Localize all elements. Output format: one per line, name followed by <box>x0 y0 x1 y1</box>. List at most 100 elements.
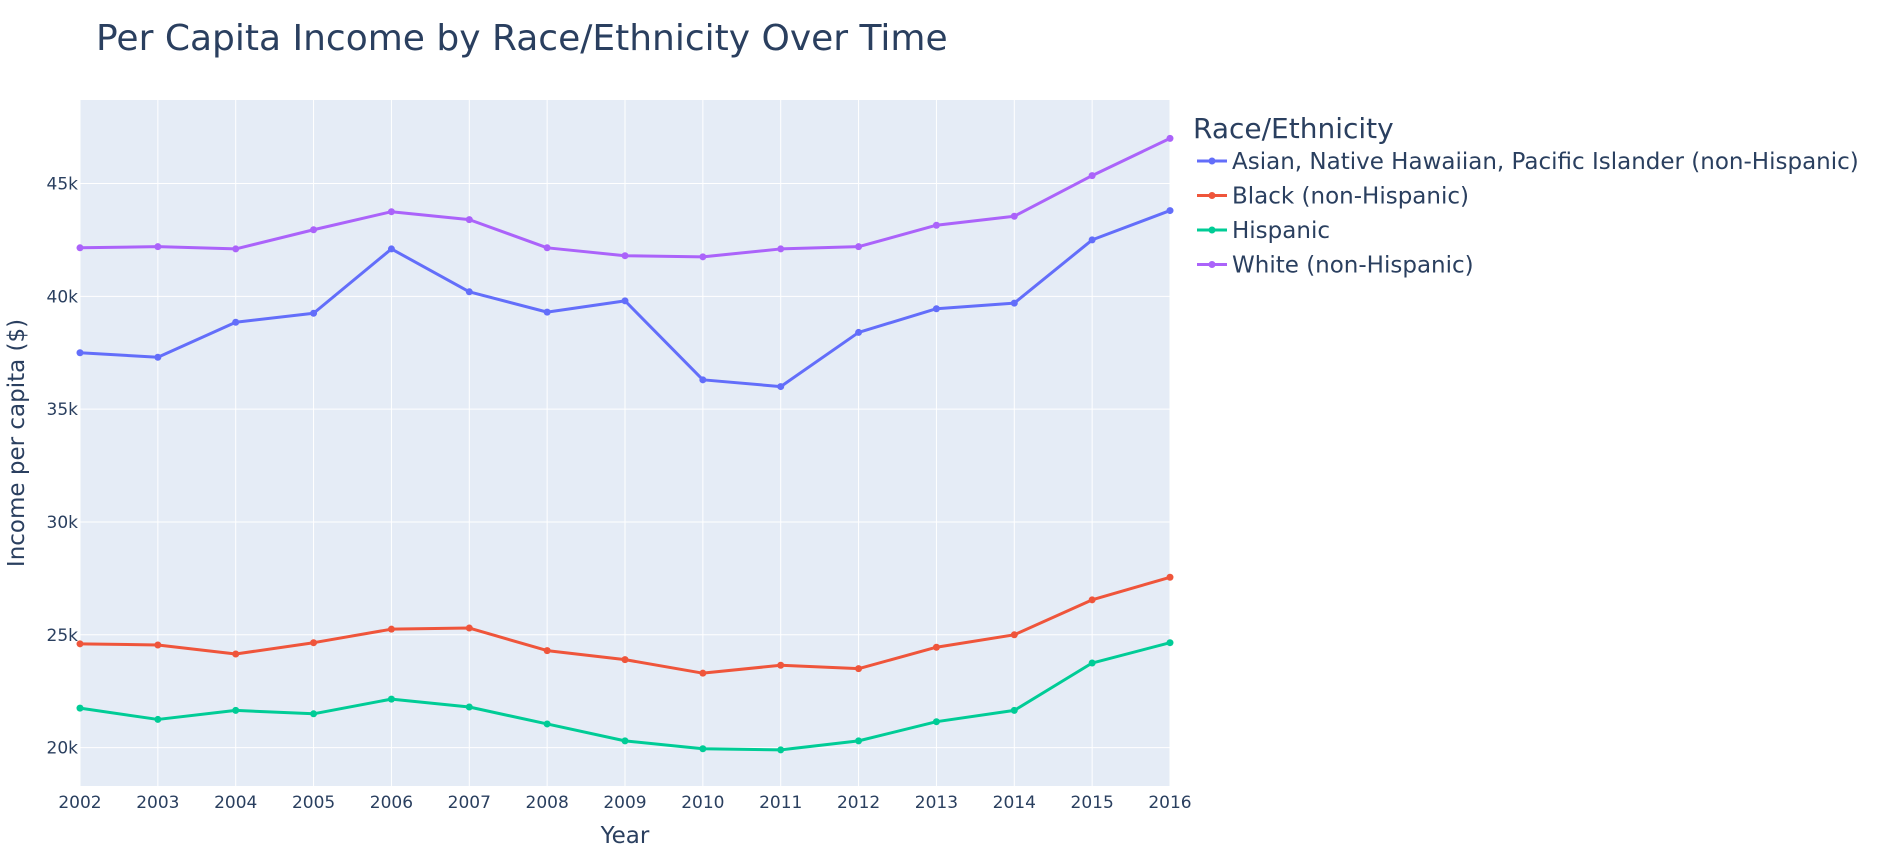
data-point <box>855 737 863 745</box>
legend-item[interactable]: Hispanic <box>1197 218 1330 244</box>
data-point <box>232 245 240 253</box>
legend-swatch-marker <box>1208 157 1216 165</box>
data-point <box>699 745 707 753</box>
data-point <box>1166 207 1174 215</box>
data-point <box>1166 639 1174 647</box>
data-point <box>1010 706 1018 714</box>
x-tick-label: 2007 <box>448 793 491 813</box>
data-point <box>465 288 473 296</box>
data-point <box>621 297 629 305</box>
data-point <box>699 376 707 384</box>
data-point <box>232 318 240 326</box>
tick-layer: 2002 2003 2004 2005 2006 2007 2008 2009 2010 2011… <box>47 174 1192 813</box>
legend-swatch-marker <box>1208 192 1216 199</box>
x-tick-label: 2016 <box>1148 793 1191 813</box>
legend-item[interactable]: Black (non-Hispanic) <box>1197 184 1469 210</box>
y-tick-label: 30k <box>47 513 79 533</box>
y-tick-label: 35k <box>47 400 79 420</box>
data-point <box>699 669 707 677</box>
data-point <box>76 244 84 252</box>
data-point <box>76 640 84 648</box>
data-point <box>621 737 629 745</box>
data-point <box>465 624 473 632</box>
legend-swatch-marker <box>1208 261 1216 268</box>
data-point <box>387 245 395 253</box>
data-point <box>543 308 551 316</box>
x-tick-label: 2012 <box>837 793 880 813</box>
data-point <box>543 244 551 252</box>
data-point <box>154 715 162 723</box>
data-point <box>310 710 318 718</box>
data-point <box>932 221 940 229</box>
data-point <box>387 208 395 216</box>
data-point <box>1088 172 1096 180</box>
data-point <box>1088 236 1096 244</box>
y-tick-label: 45k <box>47 174 79 194</box>
data-point <box>1010 631 1018 639</box>
data-point <box>154 243 162 251</box>
data-point <box>1166 573 1174 581</box>
data-point <box>932 305 940 313</box>
data-point <box>387 625 395 633</box>
legend-label: Asian, Native Hawaiian, Pacific Islander… <box>1232 149 1859 175</box>
data-point <box>465 216 473 224</box>
legend-label: Hispanic <box>1232 218 1330 244</box>
x-tick-label: 2005 <box>292 793 335 813</box>
legend-item[interactable]: Asian, Native Hawaiian, Pacific Islander… <box>1197 149 1859 175</box>
data-point <box>154 641 162 649</box>
x-tick-label: 2004 <box>214 793 257 813</box>
x-tick-label: 2013 <box>915 793 958 813</box>
legend-label: Black (non-Hispanic) <box>1232 184 1469 210</box>
series-group <box>76 207 1174 391</box>
y-tick-label: 20k <box>47 739 79 759</box>
data-point <box>154 353 162 361</box>
series-group <box>76 639 1174 754</box>
series-layer <box>76 134 1174 754</box>
data-point <box>310 639 318 647</box>
data-point <box>310 309 318 317</box>
series-group <box>76 134 1174 261</box>
data-point <box>699 253 707 261</box>
data-point <box>1088 659 1096 667</box>
data-point <box>76 349 84 357</box>
x-tick-label: 2006 <box>370 793 413 813</box>
data-point <box>543 720 551 728</box>
chart-title: Per Capita Income by Race/Ethnicity Over… <box>96 18 948 59</box>
x-axis-title: Year <box>600 823 650 849</box>
y-axis-title: Income per capita ($) <box>4 319 30 567</box>
data-point <box>777 383 785 391</box>
x-tick-label: 2002 <box>58 793 101 813</box>
data-point <box>621 656 629 664</box>
data-point <box>855 665 863 673</box>
data-point <box>932 643 940 651</box>
legend-swatch-marker <box>1208 226 1216 234</box>
data-point <box>855 243 863 251</box>
data-point <box>310 226 318 234</box>
x-tick-label: 2010 <box>681 793 724 813</box>
y-tick-label: 40k <box>47 287 79 307</box>
data-point <box>387 695 395 703</box>
legend-label: White (non-Hispanic) <box>1232 253 1474 279</box>
x-tick-label: 2009 <box>603 793 646 813</box>
x-tick-label: 2014 <box>993 793 1036 813</box>
data-point <box>76 704 84 712</box>
data-point <box>465 703 473 711</box>
legend: Race/Ethnicity Asian, Native Hawaiian, P… <box>1193 112 1859 279</box>
data-point <box>232 706 240 714</box>
y-tick-label: 25k <box>47 626 79 646</box>
x-tick-label: 2003 <box>136 793 179 813</box>
data-point <box>855 328 863 336</box>
data-point <box>777 661 785 669</box>
series-group <box>76 573 1174 677</box>
x-tick-label: 2015 <box>1071 793 1114 813</box>
data-point <box>1088 596 1096 604</box>
x-tick-label: 2011 <box>759 793 802 813</box>
legend-item[interactable]: White (non-Hispanic) <box>1197 253 1474 279</box>
x-tick-label: 2008 <box>526 793 569 813</box>
legend-items: Asian, Native Hawaiian, Pacific Islander… <box>1197 149 1859 279</box>
data-point <box>543 647 551 655</box>
legend-title: Race/Ethnicity <box>1193 112 1394 145</box>
data-point <box>621 252 629 260</box>
